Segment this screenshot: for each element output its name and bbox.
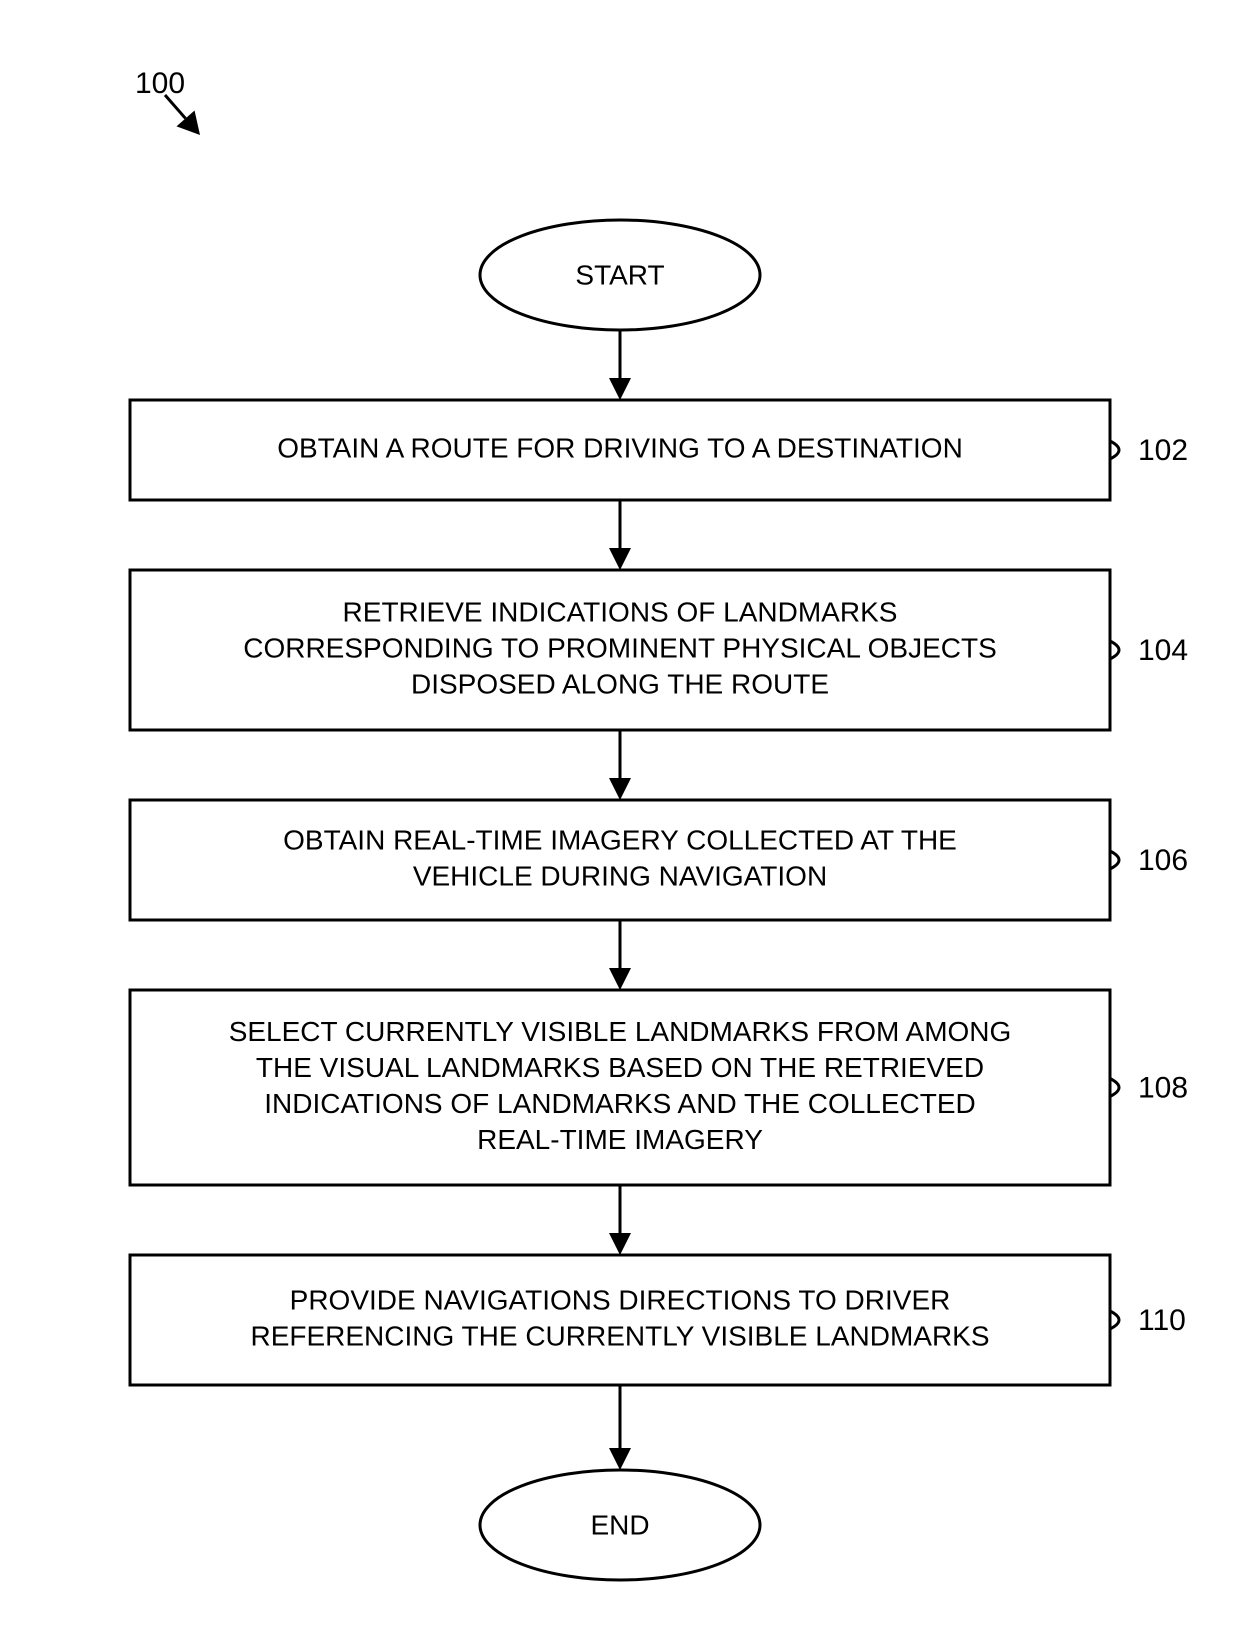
step-text-110-line0: PROVIDE NAVIGATIONS DIRECTIONS TO DRIVER [290,1284,951,1315]
end-label: END [590,1509,649,1540]
step-text-110-line1: REFERENCING THE CURRENTLY VISIBLE LANDMA… [250,1320,989,1351]
arrowhead-104-106 [609,778,631,800]
ref-label-104: 104 [1138,634,1188,667]
step-text-108-line3: REAL-TIME IMAGERY [477,1124,763,1155]
step-text-108-line0: SELECT CURRENTLY VISIBLE LANDMARKS FROM … [229,1016,1012,1047]
step-text-104-line2: DISPOSED ALONG THE ROUTE [411,668,829,699]
figure-number: 100 [135,67,185,100]
arrowhead-start-102 [609,378,631,400]
step-text-108-line2: INDICATIONS OF LANDMARKS AND THE COLLECT… [264,1088,976,1119]
ref-label-102: 102 [1138,434,1188,467]
ref-label-110: 110 [1138,1304,1186,1337]
step-text-106-line1: VEHICLE DURING NAVIGATION [413,860,827,891]
step-text-104-line1: CORRESPONDING TO PROMINENT PHYSICAL OBJE… [243,632,997,663]
step-text-104-line0: RETRIEVE INDICATIONS OF LANDMARKS [343,596,898,627]
step-text-102-line0: OBTAIN A ROUTE FOR DRIVING TO A DESTINAT… [277,432,963,463]
ref-label-106: 106 [1138,844,1188,877]
ref-label-108: 108 [1138,1071,1188,1104]
step-text-108-line1: THE VISUAL LANDMARKS BASED ON THE RETRIE… [256,1052,984,1083]
arrowhead-102-104 [609,548,631,570]
arrowhead-106-108 [609,968,631,990]
step-text-106-line0: OBTAIN REAL-TIME IMAGERY COLLECTED AT TH… [283,824,957,855]
start-label: START [575,259,664,290]
arrowhead-108-110 [609,1233,631,1255]
arrowhead-110-end [609,1448,631,1470]
flowchart-diagram: START END OBTAIN A ROUTE FOR DRIVING TO A … [0,0,1240,1647]
